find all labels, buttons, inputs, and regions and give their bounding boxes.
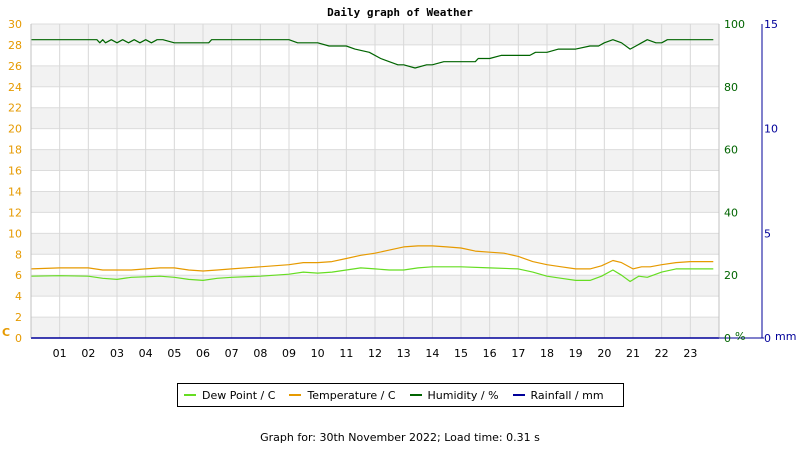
- left-tick-label: 0: [15, 332, 22, 345]
- x-tick-label: 23: [683, 347, 697, 360]
- x-tick-label: 19: [569, 347, 583, 360]
- legend-item-temperature: Temperature / C: [289, 388, 396, 402]
- x-tick-label: 11: [339, 347, 353, 360]
- legend-item-humidity: Humidity / %: [409, 388, 499, 402]
- left-tick-label: 28: [8, 39, 22, 52]
- legend-swatch-rainfall: [512, 394, 525, 396]
- x-tick-label: 04: [139, 347, 153, 360]
- x-tick-label: 16: [483, 347, 497, 360]
- left-tick-label: 10: [8, 227, 22, 240]
- x-tick-label: 21: [626, 347, 640, 360]
- x-tick-label: 01: [53, 347, 67, 360]
- legend-label-dew-point: Dew Point / C: [202, 388, 276, 402]
- humidity-tick-label: 40: [724, 206, 738, 219]
- x-tick-label: 22: [655, 347, 669, 360]
- left-tick-label: 6: [15, 269, 22, 282]
- series-line-temperature: [30, 245, 714, 272]
- left-tick-label: 16: [8, 165, 22, 178]
- x-tick-label: 20: [597, 347, 611, 360]
- left-tick-label: 30: [8, 18, 22, 31]
- left-tick-label: 22: [8, 102, 22, 115]
- left-tick-label: 14: [8, 185, 22, 198]
- x-tick-label: 10: [311, 347, 325, 360]
- x-tick-label: 17: [511, 347, 525, 360]
- humidity-tick-label: 0: [724, 332, 731, 345]
- footer-status: Graph for: 30th November 2022; Load time…: [260, 431, 540, 444]
- series-line-dew-point: [30, 266, 714, 283]
- x-tick-label: 06: [196, 347, 210, 360]
- left-tick-label: 2: [15, 311, 22, 324]
- rainfall-tick-label: 5: [764, 227, 771, 240]
- legend: Dew Point / C Temperature / C Humidity /…: [177, 383, 624, 407]
- humidity-tick-label: 80: [724, 81, 738, 94]
- x-tick-label: 05: [167, 347, 181, 360]
- x-tick-label: 08: [253, 347, 267, 360]
- left-tick-label: 18: [8, 144, 22, 157]
- left-tick-label: 4: [15, 290, 22, 303]
- legend-label-humidity: Humidity / %: [427, 388, 499, 402]
- humidity-tick-label: 20: [724, 269, 738, 282]
- legend-label-temperature: Temperature / C: [307, 388, 396, 402]
- humidity-tick-label: 60: [724, 144, 738, 157]
- humidity-tick-label: 100: [724, 18, 745, 31]
- rainfall-axis-unit: mm: [775, 330, 796, 343]
- x-tick-label: 12: [368, 347, 382, 360]
- legend-swatch-dew-point: [184, 394, 196, 396]
- legend-item-dew-point: Dew Point / C: [184, 389, 275, 402]
- legend-label-rainfall: Rainfall / mm: [530, 388, 604, 402]
- chart-title: Daily graph of Weather: [327, 6, 473, 19]
- axes: [30, 24, 764, 339]
- legend-item-rainfall: Rainfall / mm: [512, 388, 604, 402]
- left-tick-label: 20: [8, 123, 22, 136]
- rainfall-tick-label: 0: [764, 332, 771, 345]
- x-tick-label: 09: [282, 347, 296, 360]
- left-tick-label: 24: [8, 81, 22, 94]
- x-tick-label: 13: [397, 347, 411, 360]
- humidity-axis-unit: %: [735, 330, 745, 343]
- left-tick-label: 8: [15, 248, 22, 261]
- rainfall-tick-label: 10: [764, 123, 778, 136]
- left-tick-label: 26: [8, 60, 22, 73]
- left-axis-unit: C: [2, 326, 10, 339]
- left-tick-label: 12: [8, 206, 22, 219]
- x-tick-label: 03: [110, 347, 124, 360]
- legend-swatch-humidity: [409, 394, 422, 396]
- tick-labels: 01 02 03 04 05 06 07 08 09 10 11 12 13 14 15 16 17 18 19 20…: [2, 18, 796, 360]
- legend-swatch-temperature: [289, 394, 302, 396]
- x-tick-label: 15: [454, 347, 468, 360]
- x-tick-label: 14: [425, 347, 439, 360]
- x-tick-label: 02: [81, 347, 95, 360]
- x-tick-label: 18: [540, 347, 554, 360]
- x-tick-label: 07: [225, 347, 239, 360]
- rainfall-tick-label: 15: [764, 18, 778, 31]
- series-line-humidity: [31, 39, 714, 69]
